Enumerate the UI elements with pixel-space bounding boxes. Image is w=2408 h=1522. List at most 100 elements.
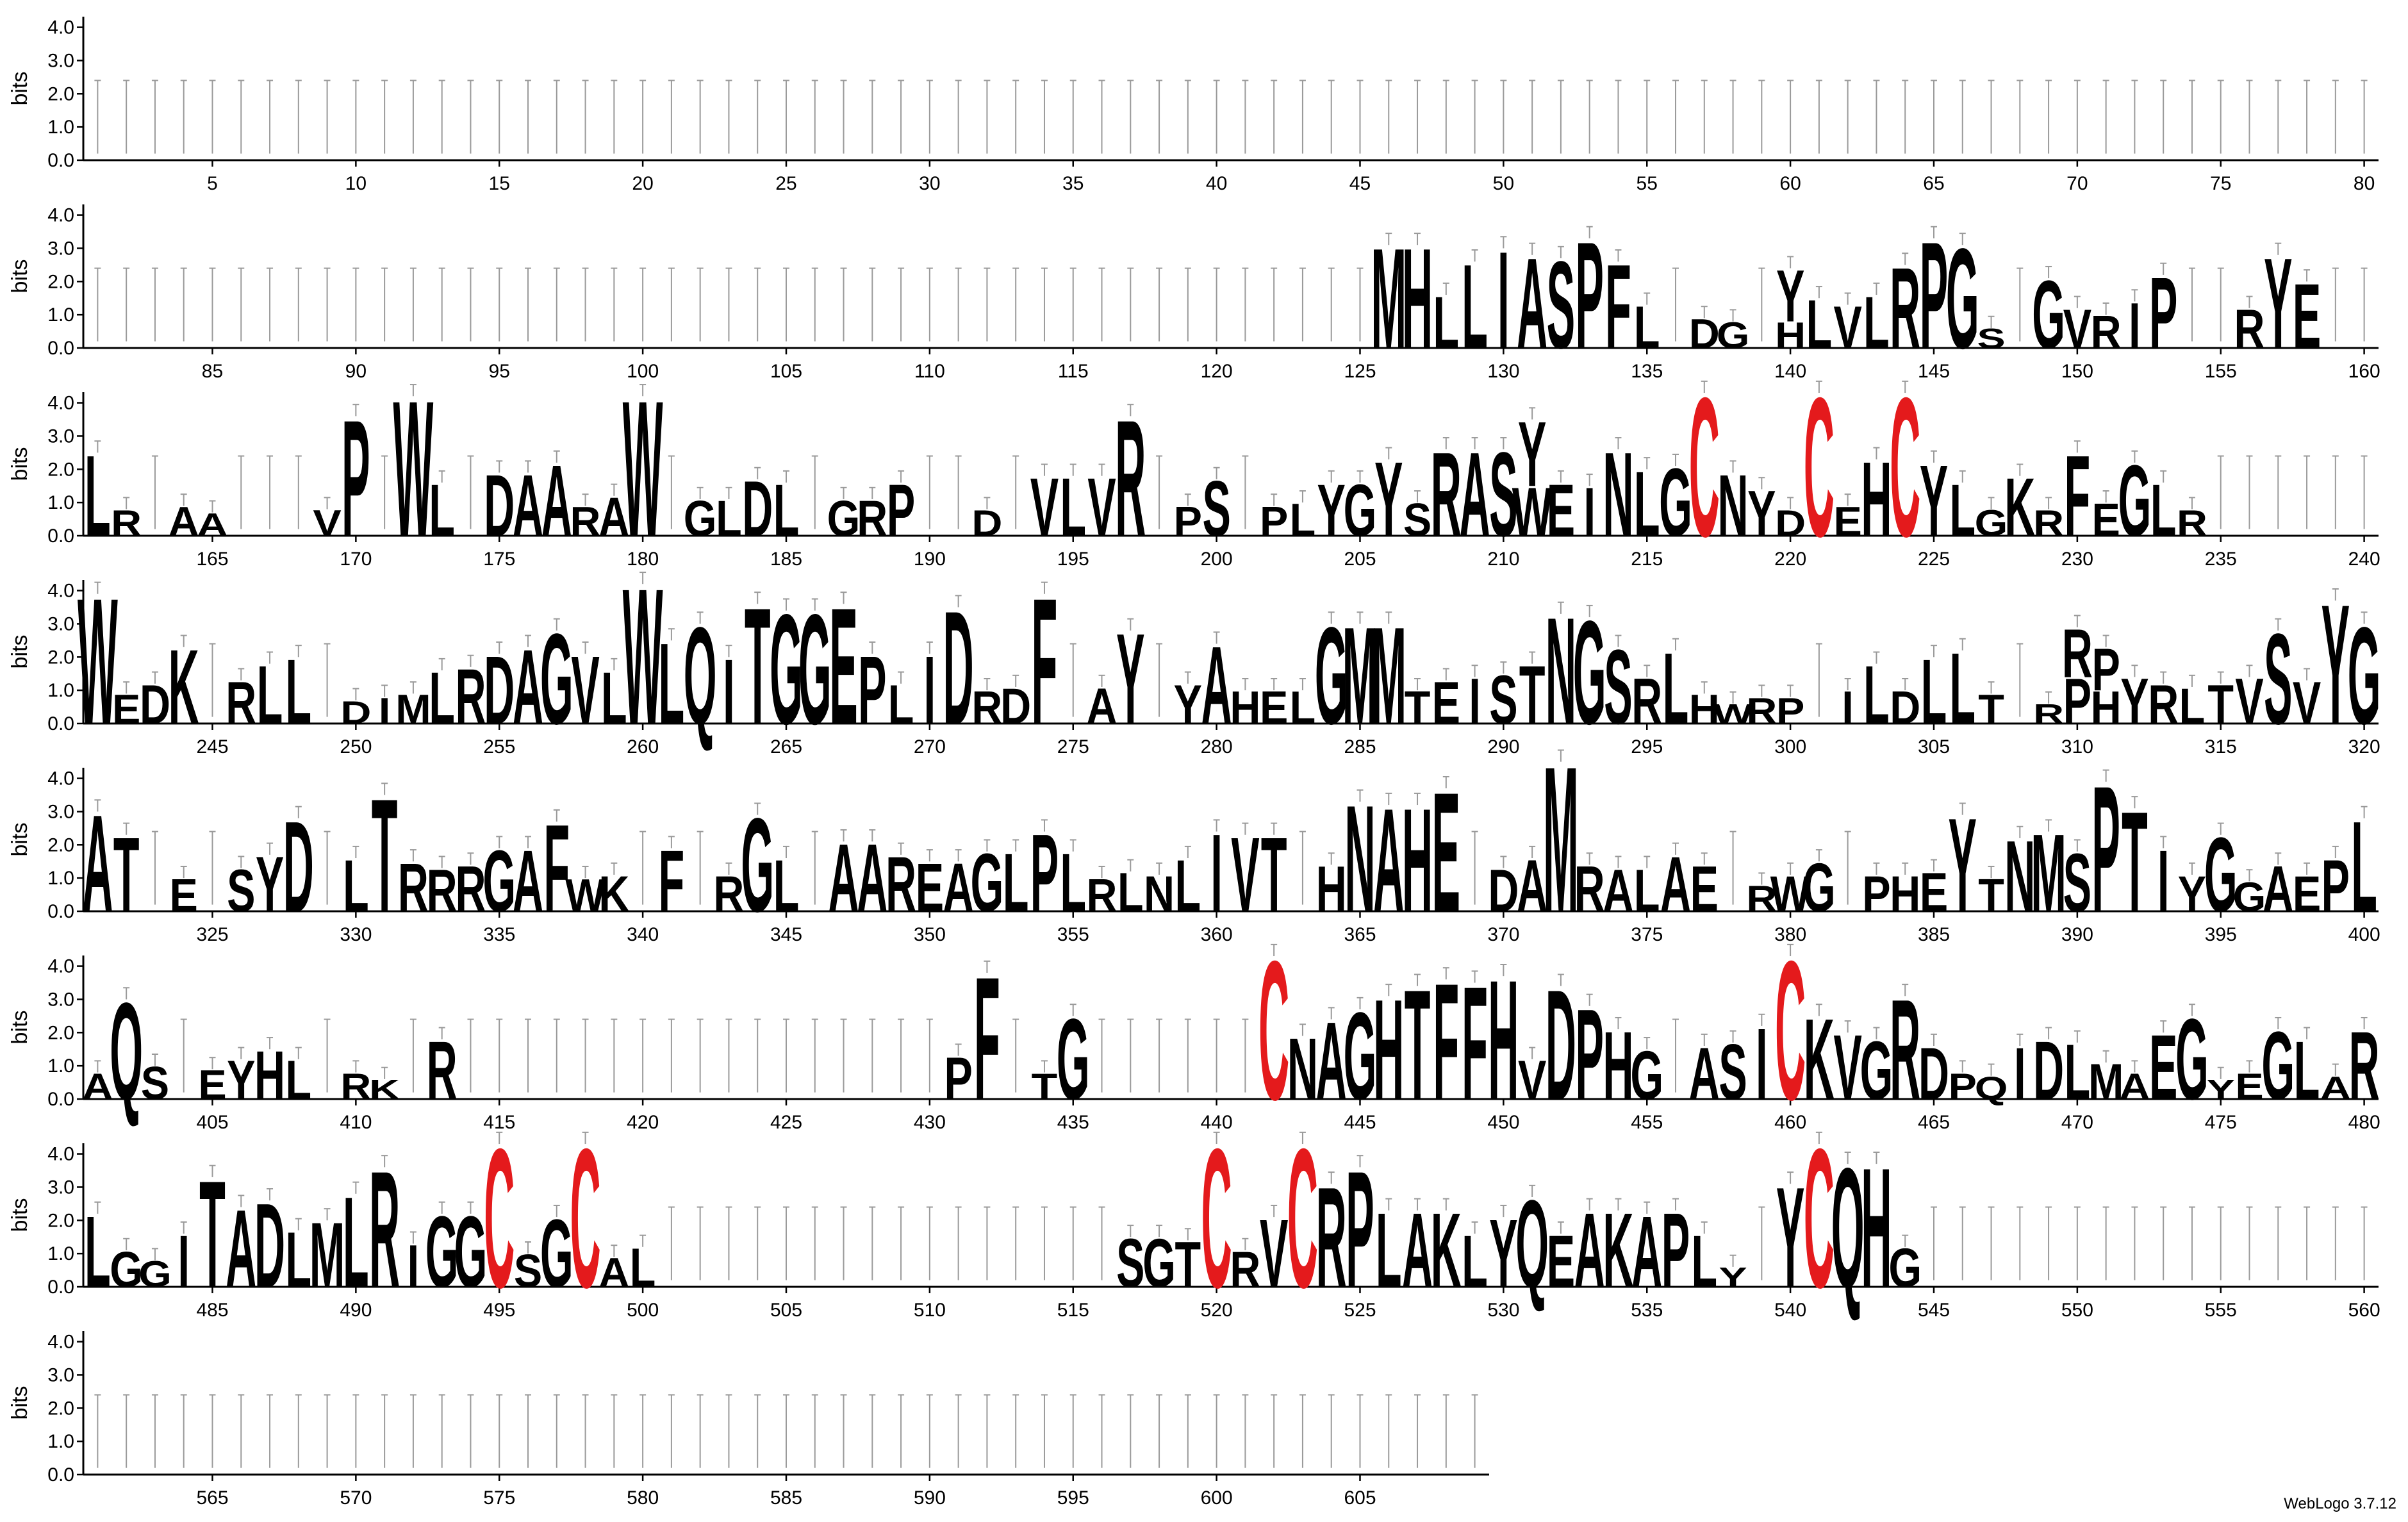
logo-letter: Y: [1116, 606, 1144, 751]
x-tick-label: 85: [202, 361, 223, 382]
x-tick-label: 480: [2348, 1112, 2380, 1133]
logo-letter: D: [254, 1179, 285, 1312]
logo-letter: L: [716, 491, 742, 547]
logo-letter: D: [943, 578, 974, 759]
x-tick-label: 400: [2348, 924, 2380, 945]
logo-letter: T: [1032, 1066, 1058, 1107]
logo-letter: L: [1462, 240, 1488, 374]
logo-letter: F: [974, 941, 1000, 1137]
x-tick-label: 345: [770, 924, 802, 945]
logo-letter: A: [169, 499, 199, 545]
y-axis-label: bits: [8, 635, 32, 669]
logo-letter: G: [2175, 995, 2209, 1124]
x-tick-label: 15: [489, 173, 510, 194]
x-tick-label: 375: [1631, 924, 1663, 945]
logo-letter: H: [2091, 682, 2122, 734]
logo-letter: C: [1804, 1108, 1835, 1330]
logo-letter: L: [286, 1050, 312, 1111]
logo-letter: R: [2177, 503, 2207, 544]
logo-letter: L: [1691, 1220, 1717, 1303]
logo-letter: I: [1469, 666, 1480, 738]
logo-letter: K: [1804, 995, 1835, 1124]
logo-letter: Y: [1949, 790, 1977, 939]
logo-letter: L: [85, 1195, 111, 1309]
y-tick-label: 4.0: [47, 205, 74, 226]
x-tick-label: 445: [1344, 1112, 1376, 1133]
logo-letter: H: [254, 1038, 285, 1114]
x-tick-label: 475: [2205, 1112, 2237, 1133]
logo-letter: W: [623, 549, 663, 765]
logo-letter: S: [1604, 627, 1632, 746]
x-tick-label: 120: [1201, 361, 1233, 382]
logo-letter: G: [798, 583, 832, 757]
logo-letter: G: [1888, 1237, 1922, 1299]
y-tick-label: 3.0: [47, 50, 74, 71]
logo-letter: N: [1603, 427, 1633, 561]
x-tick-label: 370: [1487, 924, 1519, 945]
x-tick-label: 210: [1487, 549, 1519, 570]
logo-letter: R: [111, 503, 142, 544]
logo-letter: E: [1920, 862, 1948, 923]
logo-letter: F: [1032, 561, 1058, 763]
x-tick-label: 335: [483, 924, 515, 945]
x-tick-label: 50: [1493, 173, 1514, 194]
x-tick-label: 570: [340, 1487, 372, 1509]
logo-letter: T: [1978, 686, 2004, 732]
x-tick-label: 385: [1918, 924, 1950, 945]
y-axis-label: bits: [8, 823, 32, 857]
logo-letter: S: [2264, 606, 2292, 751]
x-tick-label: 100: [627, 361, 659, 382]
logo-letter: I: [1842, 682, 1853, 734]
x-tick-label: 115: [1058, 361, 1089, 382]
logo-letter: G: [1630, 1038, 1663, 1114]
logo-letter: S: [1202, 465, 1230, 552]
logo-letter: L: [630, 1237, 656, 1299]
y-tick-label: 4.0: [47, 1332, 74, 1353]
x-tick-label: 455: [1631, 1112, 1663, 1133]
logo-letter: C: [570, 1108, 601, 1330]
x-tick-label: 75: [2210, 173, 2231, 194]
logo-letter: P: [2063, 666, 2091, 738]
logo-letter: P: [1862, 866, 1890, 923]
x-tick-label: 195: [1057, 549, 1089, 570]
logo-letter: L: [1949, 632, 1975, 745]
logo-letter: W: [1770, 866, 1811, 923]
logo-letter: H: [1373, 970, 1404, 1129]
logo-letter: L: [343, 1170, 369, 1314]
logo-letter: P: [1662, 1191, 1690, 1309]
y-tick-label: 0.0: [47, 1277, 74, 1298]
x-tick-label: 290: [1487, 736, 1519, 757]
logo-letter: R: [2033, 503, 2064, 544]
x-tick-label: 160: [2348, 361, 2380, 382]
logo-letter: L: [1806, 286, 1833, 363]
x-tick-label: 220: [1774, 549, 1806, 570]
logo-letter: L: [2150, 469, 2177, 552]
logo-letter: G: [110, 1242, 143, 1298]
logo-letter: L: [1175, 845, 1201, 927]
logo-letter: G: [827, 491, 861, 547]
logo-letter: C: [1201, 1108, 1232, 1330]
logo-letter: R: [369, 1137, 400, 1323]
y-tick-label: 4.0: [47, 581, 74, 602]
x-tick-label: 255: [483, 736, 515, 757]
y-tick-label: 0.0: [47, 901, 74, 922]
logo-letter: A: [598, 1250, 629, 1296]
logo-letter: D: [1000, 679, 1031, 735]
logo-letter: A: [943, 850, 974, 927]
x-tick-label: 350: [914, 924, 946, 945]
logo-letter: E: [1432, 670, 1460, 737]
x-tick-label: 80: [2354, 173, 2375, 194]
x-tick-label: 190: [914, 549, 946, 570]
logo-letter: R: [427, 858, 458, 925]
x-tick-label: 175: [483, 549, 515, 570]
logo-letter: G: [1946, 219, 1979, 378]
logo-letter: M: [2088, 1054, 2123, 1111]
x-tick-label: 35: [1062, 173, 1084, 194]
logo-letter: Y: [1776, 254, 1804, 337]
logo-letter: P: [1576, 210, 1604, 381]
logo-letter: I: [2157, 832, 2169, 931]
x-tick-label: 430: [914, 1112, 946, 1133]
logo-letter: L: [257, 649, 283, 741]
logo-letter: E: [829, 574, 857, 759]
logo-letter: L: [429, 657, 455, 740]
